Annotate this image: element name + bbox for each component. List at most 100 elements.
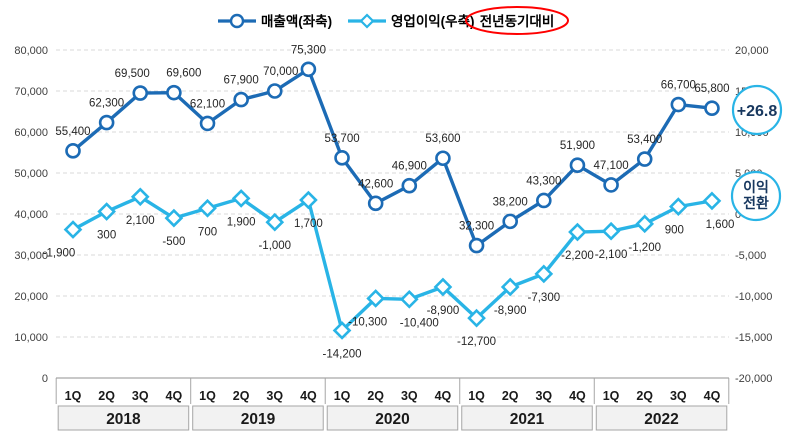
legend-yoy-callout-label: 전년동기대비 bbox=[480, 13, 555, 29]
quarter-tick-label: 3Q bbox=[401, 389, 418, 403]
data-point-label: -500 bbox=[162, 236, 185, 248]
data-point-marker-diamond bbox=[130, 187, 150, 207]
data-point-marker-circle bbox=[704, 100, 720, 117]
right-axis-tick-label: -10,000 bbox=[735, 291, 772, 303]
quarter-tick-label: 3Q bbox=[535, 389, 552, 403]
data-point-label: 43,300 bbox=[526, 175, 561, 187]
data-point-marker-circle bbox=[266, 83, 283, 99]
left-axis-tick-label: 70,000 bbox=[14, 86, 48, 98]
data-point-marker-diamond bbox=[601, 221, 621, 241]
year-group-label: 2020 bbox=[375, 411, 409, 428]
right-axis-tick-label: 20,000 bbox=[735, 45, 769, 57]
data-point-label: 51,900 bbox=[560, 140, 595, 152]
left-axis-tick-label: 10,000 bbox=[14, 332, 48, 344]
left-axis-tick-label: 80,000 bbox=[14, 45, 48, 57]
quarter-tick-label: 4Q bbox=[435, 389, 452, 403]
data-point-marker-circle bbox=[166, 84, 182, 101]
right-axis-tick-label: -5,000 bbox=[735, 250, 766, 262]
data-point-label: -1,200 bbox=[628, 242, 661, 254]
data-point-label: -10,300 bbox=[348, 316, 387, 328]
data-point-marker-circle bbox=[401, 177, 418, 194]
yoy-badge-circle bbox=[731, 84, 783, 136]
left-axis-tick-label: 40,000 bbox=[14, 209, 48, 221]
data-point-marker-diamond bbox=[568, 222, 587, 242]
quarter-tick-label: 3Q bbox=[670, 389, 687, 403]
data-point-marker-circle bbox=[536, 192, 552, 209]
data-point-marker-circle bbox=[636, 151, 653, 167]
data-point-marker-diamond bbox=[265, 212, 285, 232]
year-group-box bbox=[461, 405, 593, 431]
year-group-box bbox=[326, 405, 459, 431]
data-point-label: -14,200 bbox=[323, 348, 362, 360]
quarter-tick-label: 4Q bbox=[569, 389, 586, 403]
data-point-marker-diamond bbox=[467, 308, 486, 328]
data-point-label: 70,000 bbox=[263, 66, 298, 78]
quarter-tick-label: 2Q bbox=[98, 389, 115, 403]
data-point-marker-circle bbox=[367, 195, 384, 212]
quarter-tick-label: 4Q bbox=[166, 389, 183, 403]
data-point-label: 1,700 bbox=[294, 218, 323, 230]
year-group-label: 2018 bbox=[106, 411, 141, 428]
quarter-tick-label: 1Q bbox=[199, 389, 216, 403]
data-point-marker-circle bbox=[603, 177, 619, 193]
data-point-label: 62,100 bbox=[190, 98, 225, 110]
legend-revenue-marker-icon bbox=[229, 13, 245, 29]
data-point-marker-circle bbox=[435, 150, 451, 167]
data-point-marker-circle bbox=[65, 143, 81, 159]
data-point-marker-diamond bbox=[332, 321, 352, 340]
data-point-label: 53,700 bbox=[324, 133, 359, 145]
data-point-marker-diamond bbox=[299, 190, 318, 210]
year-group-label: 2021 bbox=[510, 411, 545, 428]
data-point-label: 2,100 bbox=[126, 215, 155, 227]
quarter-tick-label: 2Q bbox=[636, 389, 653, 403]
quarter-tick-label: 1Q bbox=[468, 389, 485, 403]
data-point-label: -1,900 bbox=[43, 248, 76, 260]
data-point-marker-diamond bbox=[433, 277, 453, 297]
left-axis-tick-label: 50,000 bbox=[14, 168, 48, 180]
data-point-marker-circle bbox=[468, 237, 485, 254]
data-point-marker-diamond bbox=[198, 198, 217, 218]
data-point-label: 55,400 bbox=[55, 126, 90, 138]
quarter-tick-label: 3Q bbox=[266, 389, 283, 403]
year-group-label: 2019 bbox=[241, 411, 276, 428]
quarter-tick-label: 4Q bbox=[704, 389, 721, 403]
left-axis-tick-label: 60,000 bbox=[14, 127, 48, 139]
data-point-label: 69,500 bbox=[115, 68, 150, 80]
data-point-label: 46,900 bbox=[392, 161, 427, 173]
data-point-marker-diamond bbox=[702, 191, 722, 211]
data-point-marker-circle bbox=[334, 150, 350, 166]
data-point-label: -8,900 bbox=[494, 305, 527, 317]
data-point-marker-diamond bbox=[366, 289, 386, 308]
quarter-tick-label: 1Q bbox=[65, 389, 82, 403]
data-point-label: -7,300 bbox=[528, 292, 561, 304]
left-axis-tick-label: 0 bbox=[42, 373, 48, 385]
data-point-marker-diamond bbox=[164, 208, 184, 228]
data-point-label: 53,400 bbox=[627, 134, 662, 146]
data-point-label: 62,300 bbox=[89, 98, 124, 110]
series-revenue: 55,400 62,300 69,500 69,600 62,100 67,900 70,0… bbox=[55, 44, 730, 254]
data-point-marker-circle bbox=[670, 96, 687, 113]
data-point-marker-circle bbox=[502, 213, 518, 230]
data-point-marker-circle bbox=[233, 91, 249, 108]
data-point-marker-circle bbox=[98, 114, 115, 131]
quarter-tick-label: 2Q bbox=[233, 389, 250, 403]
data-point-label: 53,600 bbox=[425, 133, 460, 145]
quarter-tick-label: 4Q bbox=[300, 389, 317, 403]
year-group-box bbox=[192, 405, 324, 431]
data-point-marker-diamond bbox=[231, 189, 251, 208]
yoy-badge-text: +26.8 bbox=[737, 103, 778, 120]
data-point-label: 32,300 bbox=[459, 221, 494, 233]
legend-yoy-callout-ellipse bbox=[465, 6, 569, 35]
data-point-label: 67,900 bbox=[224, 75, 259, 87]
data-point-label: -1,000 bbox=[258, 240, 291, 252]
legend-profit-label: 영업이익(우축) bbox=[391, 13, 475, 29]
gridlines bbox=[56, 49, 729, 379]
legend-revenue-label: 매출액(좌축) bbox=[261, 13, 332, 29]
data-point-label: -8,900 bbox=[427, 305, 460, 317]
year-group-box bbox=[595, 405, 728, 431]
data-point-label: 42,600 bbox=[358, 178, 393, 190]
x-axis: 1Q 2Q 3Q 4Q 1Q 2Q 3Q 4Q 1Q 2Q 3Q 4Q 1Q 2Q 3Q 4Q 1Q 2Q 3Q 4Q… bbox=[55, 378, 730, 431]
data-point-marker-diamond bbox=[635, 214, 655, 234]
